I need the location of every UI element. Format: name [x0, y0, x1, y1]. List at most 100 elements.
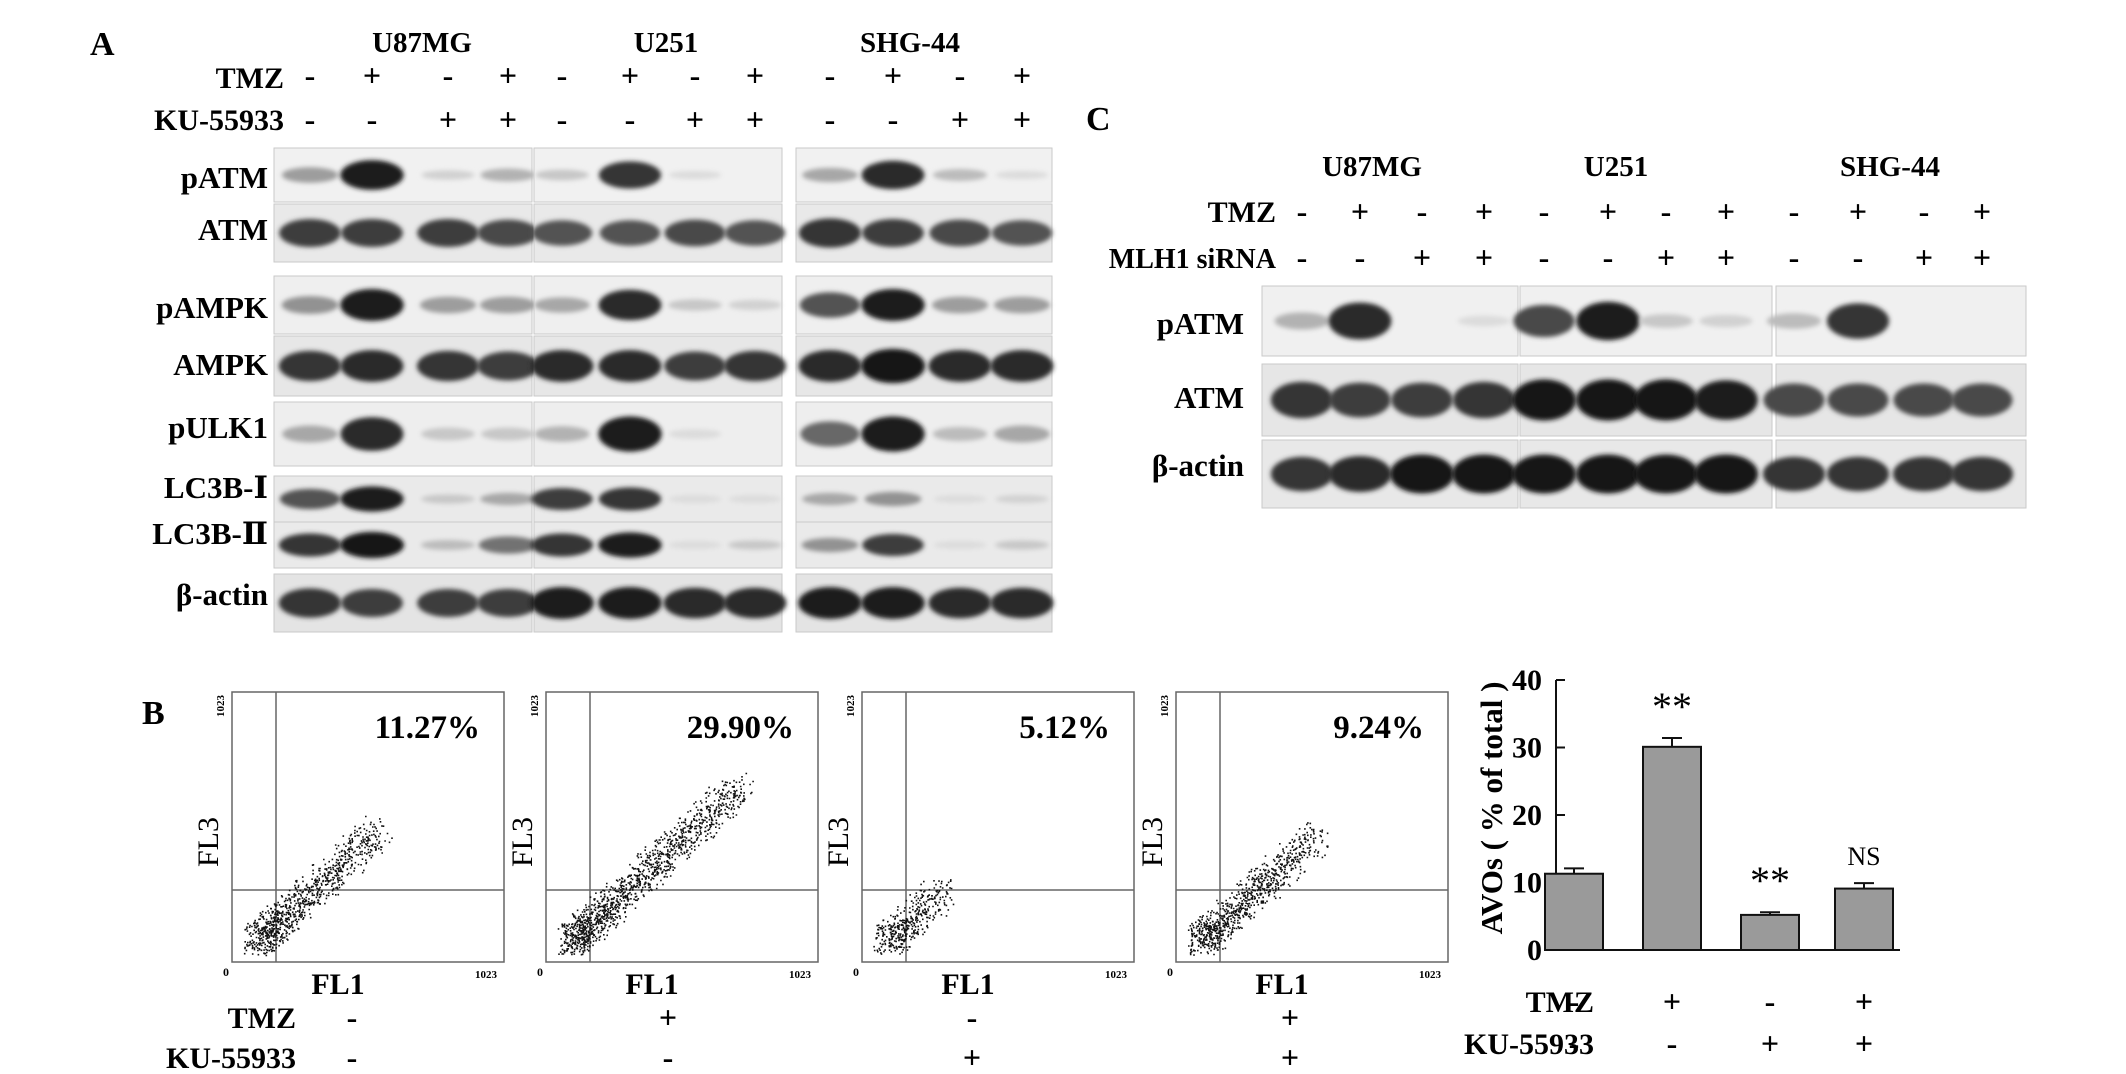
flow-cytometry-plots: 11.27% FL1 FL3 1023 0 1023 29.90% FL1 FL3 1023 0 10… [192, 691, 1449, 1001]
blot-c-row2-grp2-band-3 [1950, 456, 2014, 492]
flow-plot-y-tick-max: 1023 [529, 695, 541, 718]
blot-c-row0-grp0 [1261, 285, 1519, 357]
blot-c-label-patm: pATM [1157, 306, 1244, 341]
flow-plot-tick-zero: 0 [1167, 965, 1173, 979]
blot-a-row2-grp1-band-1 [598, 289, 662, 321]
blot-a-row1-grp2-band-1 [862, 218, 924, 248]
blot-label-patm: pATM [181, 160, 268, 195]
bar-chart-bar-3 [1834, 887, 1894, 952]
panel-c-tmz-g2-sign-3: + [1973, 193, 1991, 229]
flow-plot-x-label: FL1 [625, 968, 678, 1001]
flow-plot-y-label: FL3 [1136, 817, 1169, 867]
blot-a-row3-grp1 [530, 335, 787, 397]
blot-c-row1-grp2-band-0 [1763, 383, 1825, 417]
flow-plot-frame [231, 691, 505, 963]
blot-a-row3-grp1-band-0 [530, 350, 594, 382]
blot-a-row0-grp2 [795, 147, 1053, 203]
blot-c-row1-grp1-band-1 [1576, 379, 1640, 421]
panel-a-ku-g1-sign-3: + [746, 101, 764, 137]
panel-c-tmz-g2-sign-2: - [1919, 193, 1930, 229]
blot-a-row7-grp0-band-2 [417, 588, 479, 618]
blot-c-row2-grp2-band-2 [1892, 456, 1956, 492]
panel-a-tmz-g1-sign-0: - [557, 57, 568, 93]
blot-c-row1-grp2-band-3 [1951, 383, 2013, 417]
blot-a-row1-grp0-band-0 [279, 218, 341, 248]
blot-c-label-atm: ATM [1174, 380, 1244, 415]
panel-a-ku-g1-sign-1: - [625, 101, 636, 137]
panel-b: B 11.27% FL1 FL3 1023 0 1023 29.90% FL1 FL3 1023 0… [142, 691, 1449, 1074]
flow-plot-1: 29.90% FL1 FL3 1023 0 1023 [506, 691, 819, 1001]
blot-a-row3-grp2 [795, 335, 1054, 397]
blot-a-row0-grp1-band-1 [598, 161, 662, 189]
panel-a-ku-g2-sign-1: - [888, 101, 899, 137]
panel-a-ku-g2-sign-2: + [951, 101, 969, 137]
panel-a-tmz-g1-sign-2: - [690, 57, 701, 93]
panel-c-tmz-g2-sign-1: + [1849, 193, 1867, 229]
blot-label-ampk: AMPK [173, 347, 268, 382]
blot-a-row0-grp2-band-2 [932, 169, 988, 181]
blot-a-row7-grp1-band-0 [530, 587, 594, 619]
blot-c-row0-grp1-band-1 [1576, 301, 1640, 341]
flow-plot-y-label: FL3 [506, 817, 539, 867]
blot-c-row2-grp0-band-0 [1270, 456, 1334, 492]
bar-chart-tmz-sign-2: - [1765, 983, 1776, 1019]
blot-a-row5-grp2-band-0 [802, 492, 858, 506]
blot-c-row0-grp0-band-0 [1274, 312, 1330, 330]
flow-plot-frame [861, 691, 1135, 963]
blot-a-row3-grp1-band-3 [723, 350, 787, 382]
bar-chart-tmz-sign-3: + [1855, 983, 1873, 1019]
panel-c-tmz-g0-sign-1: + [1351, 193, 1369, 229]
bar-chart-axes: 0 10 20 30 40 [1512, 664, 1900, 967]
blot-a-row7-grp0 [273, 573, 539, 633]
blot-a-row6-grp2-band-3 [995, 540, 1049, 550]
blot-a-row3-grp1-band-1 [598, 350, 662, 382]
blot-c-row2-grp2 [1762, 439, 2027, 509]
blot-a-row1-grp1-band-1 [599, 220, 661, 246]
blot-c-row2-grp0-band-3 [1452, 454, 1516, 494]
blot-a-row4-grp1-band-1 [598, 416, 662, 452]
blot-c-row1-grp1-band-0 [1512, 379, 1576, 421]
flow-plot-2: 5.12% FL1 FL3 1023 0 1023 [822, 691, 1135, 1001]
panel-c-treatment-tmz: TMZ [1208, 196, 1276, 229]
blot-a-row6-grp2-band-0 [801, 537, 859, 553]
panel-a-blots [273, 147, 1054, 633]
blot-c-row0-grp1-band-2 [1639, 314, 1693, 328]
blot-c-row2-grp1-band-3 [1694, 454, 1758, 494]
panel-c-mlh1-g2-sign-0: - [1789, 239, 1800, 275]
panel-c-cellline-shg44: SHG-44 [1840, 151, 1940, 183]
blot-a-row0-grp2-band-0 [802, 167, 858, 183]
blot-a-row1-grp0-band-1 [341, 218, 403, 248]
panel-a-sign-grid: - + - + - - + + - + - + - - + + - + - + - - + + [305, 57, 1031, 137]
blot-a-row6-grp0 [273, 521, 538, 569]
panel-a: A U87MG U251 SHG-44 TMZ KU-55933 - + - + - - +… [90, 26, 1054, 633]
blot-c-row1-grp0-band-1 [1329, 382, 1391, 418]
blot-a-row3-grp2-band-1 [861, 348, 925, 384]
blot-c-row0-grp0-band-3 [1457, 315, 1511, 327]
blot-a-row5-grp0-band-2 [421, 494, 475, 504]
bar-chart-tmz-sign-0: - [1569, 983, 1580, 1019]
blot-a-row7-grp2-band-2 [928, 587, 992, 619]
blot-a-row4-grp2-band-2 [932, 426, 988, 442]
blot-a-row4-grp2-band-3 [994, 425, 1050, 443]
blot-a-row2-grp2-band-0 [799, 292, 861, 318]
panel-a-tmz-g0-sign-2: - [443, 57, 454, 93]
blot-a-row3-grp2-band-3 [990, 350, 1054, 382]
blot-a-row0-grp2-band-3 [995, 170, 1049, 180]
panel-a-tmz-g0-sign-1: + [363, 57, 381, 93]
flow-plot-y-tick-max: 1023 [215, 695, 227, 718]
blot-c-row2-grp2-band-0 [1762, 456, 1826, 492]
blot-a-row1-grp0-band-3 [477, 219, 539, 247]
flow-plot-frame [1175, 691, 1449, 963]
blot-c-row1-grp2 [1763, 363, 2027, 437]
flow-plot-0: 11.27% FL1 FL3 1023 0 1023 [192, 691, 505, 1001]
blot-a-row5-grp1-band-1 [598, 487, 662, 511]
blot-a-row7-grp0-band-0 [278, 588, 342, 618]
panel-a-tmz-g2-sign-0: - [825, 57, 836, 93]
flow-plot-x-label: FL1 [311, 968, 364, 1001]
panel-c-tmz-g0-sign-0: - [1297, 193, 1308, 229]
panel-c-mlh1-g0-sign-1: - [1355, 239, 1366, 275]
blot-a-row0-grp1-band-0 [535, 169, 589, 181]
panel-a-ku-g1-sign-2: + [686, 101, 704, 137]
bar-chart-y-tick-label: 10 [1512, 867, 1542, 900]
bar-chart-y-tick-label: 30 [1512, 732, 1542, 765]
